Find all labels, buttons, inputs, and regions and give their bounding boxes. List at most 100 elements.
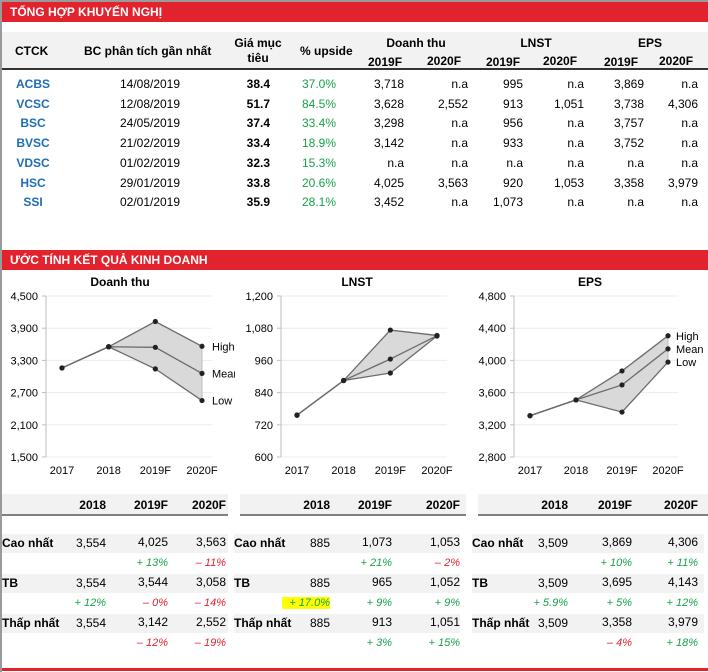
chart-profit: 600 720 840 960 1,080 1,200 2017 2018 2019F 2020F xyxy=(245,291,452,477)
data-point-mean xyxy=(152,344,158,350)
chart-title-profit: LNST xyxy=(341,275,373,289)
chart-title-eps: EPS xyxy=(577,275,602,289)
profit-2019f: n.a xyxy=(506,156,523,170)
y-tick-label: 2,100 xyxy=(10,420,38,432)
report-date: 21/02/2019 xyxy=(119,136,181,150)
upside-pct: 18.9% xyxy=(301,136,336,150)
data-point-low xyxy=(387,370,393,376)
x-tick-label: 2018 xyxy=(96,465,120,477)
chart-title-revenue: Doanh thu xyxy=(90,275,150,289)
summary-row-label: TB xyxy=(2,576,18,590)
summary-row-bg xyxy=(472,534,704,553)
broker-link[interactable]: VCSC xyxy=(16,97,50,111)
eps-2020f: n.a xyxy=(681,77,698,91)
y-tick-label: 4,800 xyxy=(478,291,506,303)
y-tick-label: 1,500 xyxy=(10,452,38,464)
summary-value: 965 xyxy=(371,575,392,589)
upside-pct: 15.3% xyxy=(301,156,336,170)
broker-link[interactable]: BSC xyxy=(20,116,46,130)
y-tick-label: 840 xyxy=(255,388,273,400)
broker-link[interactable]: VDSC xyxy=(16,156,50,170)
summary-value: 885 xyxy=(309,576,330,590)
data-point-mean xyxy=(387,356,393,362)
eps-2020f: n.a xyxy=(681,156,698,170)
x-tick-label: 2019F xyxy=(140,465,171,477)
data-point-high xyxy=(199,343,205,349)
header-ctck: CTCK xyxy=(15,44,49,58)
header-target-price-2: tiêu xyxy=(247,51,269,65)
summary-value: 3,869 xyxy=(601,535,632,549)
eps-2020f: 3,979 xyxy=(667,176,698,190)
summary-change-pct: – 14% xyxy=(194,597,226,609)
summary-value: 3,563 xyxy=(195,535,226,549)
y-tick-label: 1,080 xyxy=(245,323,273,335)
profit-2020f: 1,053 xyxy=(553,176,584,190)
target-price: 33.4 xyxy=(246,136,270,150)
data-point-low xyxy=(199,397,205,404)
summary-value: 1,051 xyxy=(429,615,460,629)
profit-2020f: n.a xyxy=(567,136,584,150)
chart-revenue: 1,500 2,100 2,700 3,300 3,900 4,500 2017 2018 20… xyxy=(10,291,235,477)
revenue-2020f: n.a xyxy=(451,77,468,91)
x-tick-label: 2019F xyxy=(375,465,406,477)
profit-2019f: 995 xyxy=(502,77,523,91)
summary-value: 3,554 xyxy=(75,576,106,590)
summary-header-year: 2020F xyxy=(425,498,460,512)
summary-change-pct: – 12% xyxy=(136,637,168,649)
y-tick-label: 600 xyxy=(255,452,273,464)
data-point-mean xyxy=(199,370,205,376)
summary-value: 4,143 xyxy=(667,575,698,589)
y-tick-label: 1,200 xyxy=(245,291,273,303)
profit-2020f: 1,051 xyxy=(553,97,584,111)
summary-header-year: 2018 xyxy=(303,498,330,512)
x-tick-label: 2017 xyxy=(50,465,74,477)
legend-label-mean: Mean xyxy=(212,368,235,380)
high-low-band xyxy=(108,321,202,401)
broker-link[interactable]: BVSC xyxy=(16,136,50,150)
summary-change-pct: – 19% xyxy=(194,637,226,649)
summary-value: 3,695 xyxy=(601,575,632,589)
summary-value: 3,509 xyxy=(537,536,568,550)
data-point-low xyxy=(665,359,671,365)
summary-row-label: Cao nhất xyxy=(472,536,524,550)
profit-2020f: n.a xyxy=(567,116,584,130)
broker-link[interactable]: HSC xyxy=(20,176,46,190)
revenue-2020f: n.a xyxy=(451,136,468,150)
legend-label-mean: Mean xyxy=(676,344,704,356)
summary-header xyxy=(240,494,466,516)
summary-change-pct: + 13% xyxy=(136,557,169,569)
profit-2019f: 1,073 xyxy=(492,195,523,209)
profit-2019f: 913 xyxy=(502,97,523,111)
summary-header-year: 2018 xyxy=(79,498,106,512)
revenue-2020f: n.a xyxy=(451,156,468,170)
data-point-low xyxy=(106,344,112,350)
summary-row-bg xyxy=(2,574,228,593)
legend-label-low: Low xyxy=(676,357,696,369)
broker-link[interactable]: ACBS xyxy=(15,77,50,91)
data-point-high xyxy=(152,318,158,325)
y-tick-label: 4,000 xyxy=(478,355,506,367)
eps-2019f: 3,757 xyxy=(613,116,644,130)
summary-value: 3,979 xyxy=(667,615,698,629)
x-tick-label: 2018 xyxy=(564,465,588,477)
summary-row-bg xyxy=(2,614,228,633)
data-point-low xyxy=(527,413,533,419)
broker-link[interactable]: SSI xyxy=(23,195,43,209)
header-rev-2019: 2019F xyxy=(368,55,403,69)
summary-row-label: Thấp nhất xyxy=(472,616,530,630)
chart-eps: 2,800 3,200 3,600 4,000 4,400 4,800 2017 2018 20… xyxy=(478,291,704,477)
report-date: 29/01/2019 xyxy=(119,176,181,190)
summary-change-pct: + 21% xyxy=(360,557,393,569)
summary-change-pct: + 17.0% xyxy=(282,597,330,609)
x-tick-label: 2017 xyxy=(285,465,309,477)
summary-row-label: Cao nhất xyxy=(2,536,54,550)
eps-2020f: n.a xyxy=(681,136,698,150)
revenue-2019f: 3,452 xyxy=(373,195,404,209)
x-tick-label: 2018 xyxy=(331,465,355,477)
summary-value: 3,358 xyxy=(601,615,632,629)
revenue-2019f: 3,718 xyxy=(373,77,404,91)
summary-row-bg xyxy=(234,614,460,633)
y-tick-label: 2,700 xyxy=(10,388,38,400)
summary-change-pct: + 3% xyxy=(366,637,392,649)
summary-row-bg xyxy=(234,574,460,593)
